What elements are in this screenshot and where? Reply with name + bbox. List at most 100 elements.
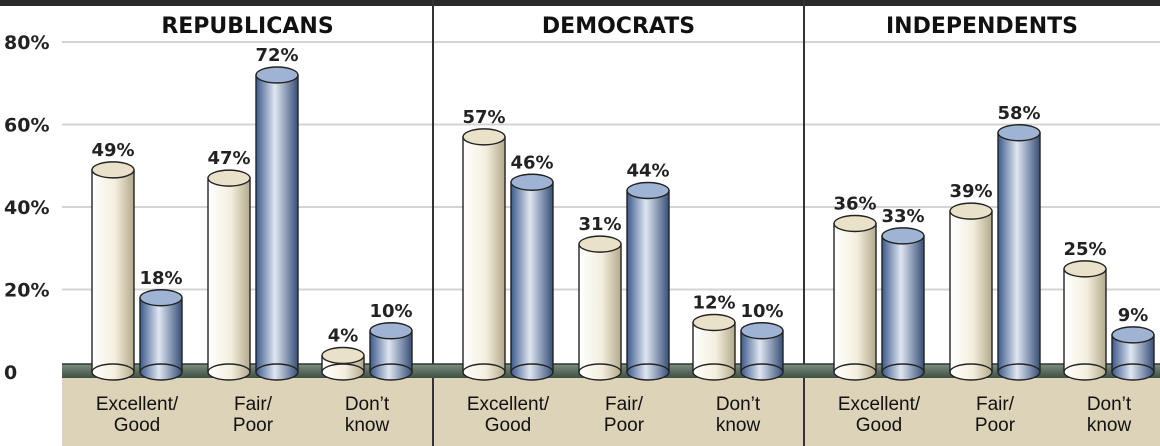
category-label: Fair/Poor bbox=[975, 394, 1016, 436]
category-label-line: Poor bbox=[975, 415, 1016, 436]
bar-base bbox=[1063, 363, 1107, 381]
bar-2014 bbox=[881, 235, 925, 373]
bar-cap bbox=[881, 227, 925, 245]
bar-base bbox=[692, 363, 736, 381]
bar-2012 bbox=[833, 222, 877, 373]
bar-base bbox=[510, 363, 554, 381]
y-tick-label: 40% bbox=[4, 197, 49, 219]
data-label: 58% bbox=[997, 103, 1040, 124]
data-label: 9% bbox=[1118, 305, 1149, 326]
data-label: 10% bbox=[740, 301, 783, 322]
data-label: 39% bbox=[949, 181, 992, 202]
bar-cap bbox=[510, 173, 554, 191]
bar-cap bbox=[462, 128, 506, 146]
data-label: 57% bbox=[462, 107, 505, 128]
category-label-line: Don’t bbox=[1087, 394, 1132, 415]
header-strip bbox=[0, 0, 1160, 6]
category-label-line: Poor bbox=[604, 415, 645, 436]
bar-base bbox=[255, 363, 299, 381]
bar-cap bbox=[1111, 326, 1155, 344]
category-label-line: know bbox=[1087, 415, 1132, 436]
bar-base bbox=[997, 363, 1041, 381]
category-label-line: Excellent/ bbox=[96, 394, 179, 415]
bar-2014 bbox=[626, 189, 670, 373]
data-label: 12% bbox=[692, 293, 735, 314]
bar-base bbox=[740, 363, 784, 381]
bar-cap bbox=[207, 169, 251, 187]
category-label: Fair/Poor bbox=[233, 394, 274, 436]
panel-title: INDEPENDENTS bbox=[886, 14, 1078, 39]
bar-2012 bbox=[949, 210, 993, 373]
bar-base bbox=[207, 363, 251, 381]
bar-base bbox=[321, 363, 365, 381]
bar-cap bbox=[997, 124, 1041, 142]
category-label-line: know bbox=[345, 415, 390, 436]
category-label: Don’t know bbox=[716, 394, 761, 436]
category-label: Excellent/Good bbox=[838, 394, 921, 436]
bar-cap bbox=[949, 202, 993, 220]
bar-2014 bbox=[510, 181, 554, 373]
bar-cap bbox=[626, 181, 670, 200]
y-tick-label: 20% bbox=[4, 280, 49, 302]
data-label: 47% bbox=[207, 148, 250, 169]
bar-base bbox=[91, 363, 135, 381]
category-label-line: Excellent/ bbox=[838, 394, 921, 415]
data-label: 46% bbox=[510, 152, 553, 173]
category-label-line: Fair/ bbox=[234, 394, 273, 415]
bar-cap bbox=[321, 346, 365, 365]
data-label: 4% bbox=[328, 326, 359, 347]
panel-title: REPUBLICANS bbox=[161, 14, 333, 39]
bar-cap bbox=[740, 322, 784, 340]
category-label-line: Excellent/ bbox=[467, 394, 550, 415]
bar-2012 bbox=[91, 169, 135, 373]
bar-2014 bbox=[997, 132, 1041, 373]
bar-2014 bbox=[139, 297, 183, 373]
category-label-line: Fair/ bbox=[976, 394, 1015, 415]
data-label: 18% bbox=[139, 268, 182, 289]
bar-base bbox=[949, 363, 993, 381]
y-tick-label: 0 bbox=[4, 362, 17, 384]
data-label: 10% bbox=[369, 301, 412, 322]
data-label: 44% bbox=[626, 161, 669, 182]
category-label-line: Good bbox=[485, 415, 531, 436]
y-tick-label: 60% bbox=[4, 115, 49, 137]
category-label: Don’t know bbox=[1087, 394, 1132, 436]
category-label-line: Don’t bbox=[345, 394, 390, 415]
category-label-line: Good bbox=[114, 415, 160, 436]
bar-2014 bbox=[255, 74, 299, 373]
bar-base bbox=[833, 363, 877, 381]
category-band bbox=[62, 378, 1160, 446]
data-label: 72% bbox=[255, 45, 298, 66]
data-label: 36% bbox=[833, 194, 876, 215]
bar-2012 bbox=[578, 243, 622, 373]
category-label: Excellent/Good bbox=[96, 394, 179, 436]
data-label: 25% bbox=[1063, 239, 1106, 260]
category-label-line: Fair/ bbox=[605, 394, 644, 415]
category-label: Excellent/Good bbox=[467, 394, 550, 436]
category-label-line: Good bbox=[856, 415, 902, 436]
bar-cap bbox=[369, 322, 413, 340]
bar-2012 bbox=[1063, 268, 1107, 373]
bar-base bbox=[139, 363, 183, 381]
panel-title: DEMOCRATS bbox=[542, 14, 695, 39]
title-band bbox=[62, 6, 1160, 40]
bar-cap bbox=[255, 66, 299, 84]
bar-base bbox=[881, 363, 925, 381]
category-label-line: Don’t bbox=[716, 394, 761, 415]
data-label: 49% bbox=[91, 140, 134, 161]
category-label-line: Poor bbox=[233, 415, 274, 436]
bar-base bbox=[462, 363, 506, 381]
category-label: Fair/Poor bbox=[604, 394, 645, 436]
y-tick-label: 80% bbox=[4, 32, 49, 54]
bar-base bbox=[1111, 363, 1155, 381]
data-label: 31% bbox=[578, 214, 621, 235]
bar-base bbox=[369, 363, 413, 381]
category-label: Don’t know bbox=[345, 394, 390, 436]
bar-cap bbox=[692, 313, 736, 332]
data-label: 33% bbox=[881, 206, 924, 227]
bar-cap bbox=[1063, 260, 1107, 278]
bar-2012 bbox=[207, 177, 251, 373]
bar-base bbox=[578, 363, 622, 381]
bar-cap bbox=[578, 235, 622, 253]
